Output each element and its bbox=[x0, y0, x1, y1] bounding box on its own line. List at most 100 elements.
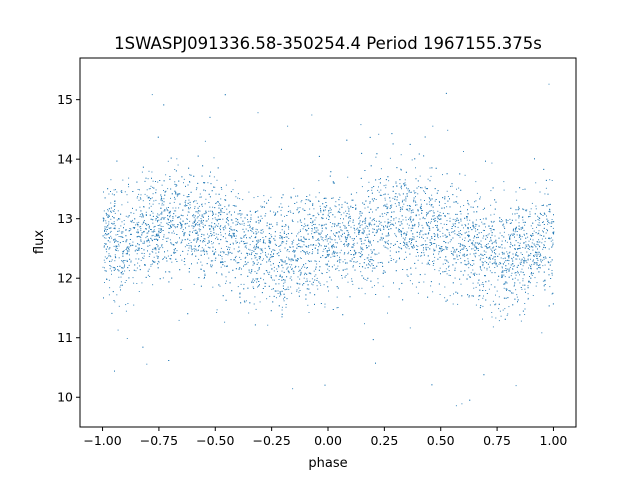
data-point bbox=[368, 254, 370, 256]
data-point bbox=[130, 233, 132, 235]
data-point bbox=[544, 241, 546, 243]
data-point bbox=[420, 208, 422, 210]
data-point bbox=[499, 220, 501, 222]
data-point bbox=[393, 219, 395, 221]
data-point bbox=[262, 288, 264, 289]
data-point bbox=[425, 188, 427, 190]
data-point bbox=[312, 281, 314, 283]
data-point bbox=[432, 261, 433, 262]
data-point bbox=[143, 255, 145, 257]
data-point bbox=[410, 273, 412, 275]
data-point bbox=[274, 214, 276, 216]
data-point bbox=[333, 223, 335, 225]
data-point bbox=[371, 187, 373, 189]
data-point bbox=[426, 203, 428, 205]
data-point bbox=[331, 247, 333, 249]
data-point bbox=[456, 217, 458, 219]
data-point bbox=[261, 217, 263, 219]
data-point bbox=[423, 244, 424, 246]
data-point bbox=[530, 282, 531, 284]
data-point bbox=[324, 197, 326, 199]
data-point bbox=[446, 190, 448, 192]
data-point bbox=[125, 235, 127, 237]
data-point bbox=[322, 240, 324, 242]
data-point bbox=[205, 198, 207, 200]
data-point bbox=[135, 245, 137, 247]
data-point bbox=[207, 237, 209, 239]
data-point bbox=[458, 233, 460, 235]
data-point bbox=[263, 258, 264, 260]
data-point bbox=[552, 227, 554, 229]
data-point bbox=[330, 171, 332, 173]
data-point bbox=[248, 312, 250, 314]
data-point bbox=[113, 189, 115, 191]
data-point bbox=[306, 278, 308, 280]
data-point bbox=[498, 246, 500, 248]
data-point bbox=[151, 171, 153, 173]
data-point bbox=[477, 250, 479, 251]
data-point bbox=[209, 196, 211, 198]
data-point bbox=[116, 160, 118, 162]
data-point bbox=[343, 243, 345, 245]
data-point bbox=[475, 225, 477, 227]
data-point bbox=[191, 225, 193, 227]
data-point bbox=[347, 273, 349, 275]
data-point bbox=[266, 261, 268, 263]
data-point bbox=[284, 289, 286, 291]
data-point bbox=[522, 226, 524, 228]
data-point bbox=[374, 254, 376, 256]
data-point bbox=[347, 281, 349, 283]
data-point bbox=[493, 246, 495, 248]
data-point bbox=[304, 251, 306, 253]
data-point bbox=[235, 196, 237, 198]
data-point bbox=[222, 264, 224, 266]
data-point bbox=[340, 240, 342, 242]
data-point bbox=[216, 309, 218, 311]
data-point bbox=[512, 268, 514, 270]
data-point bbox=[118, 305, 120, 307]
data-point bbox=[217, 225, 219, 227]
data-point bbox=[156, 215, 158, 217]
data-point bbox=[143, 220, 145, 221]
data-point bbox=[312, 228, 313, 230]
data-point bbox=[447, 242, 449, 244]
data-point bbox=[415, 167, 416, 169]
data-point bbox=[475, 286, 477, 288]
data-point bbox=[509, 235, 511, 237]
data-point bbox=[443, 223, 445, 225]
data-point bbox=[303, 241, 305, 243]
data-point bbox=[429, 180, 431, 182]
data-point bbox=[221, 188, 223, 190]
data-point bbox=[447, 247, 449, 249]
data-point bbox=[338, 204, 340, 206]
data-point bbox=[488, 257, 490, 259]
data-point bbox=[519, 247, 521, 249]
data-point bbox=[115, 248, 117, 250]
data-point bbox=[115, 246, 117, 248]
data-point bbox=[103, 237, 105, 239]
data-point bbox=[138, 221, 140, 223]
data-point bbox=[457, 303, 459, 305]
data-point bbox=[293, 270, 295, 272]
data-point bbox=[193, 239, 195, 241]
data-point bbox=[281, 236, 283, 237]
data-point bbox=[160, 232, 162, 233]
data-point bbox=[282, 285, 284, 287]
data-point bbox=[133, 228, 135, 229]
data-point bbox=[476, 211, 478, 213]
data-point bbox=[262, 251, 264, 253]
data-point bbox=[140, 237, 142, 239]
data-point bbox=[168, 227, 170, 229]
data-point bbox=[299, 257, 301, 259]
data-point bbox=[551, 222, 553, 224]
data-point bbox=[438, 201, 440, 203]
data-point bbox=[511, 292, 512, 294]
data-point bbox=[239, 210, 241, 212]
data-point bbox=[282, 267, 284, 269]
data-point bbox=[298, 287, 300, 289]
data-point bbox=[121, 273, 123, 275]
data-point bbox=[218, 212, 220, 213]
data-point bbox=[230, 226, 232, 228]
data-point bbox=[550, 226, 552, 227]
data-point bbox=[324, 209, 326, 211]
